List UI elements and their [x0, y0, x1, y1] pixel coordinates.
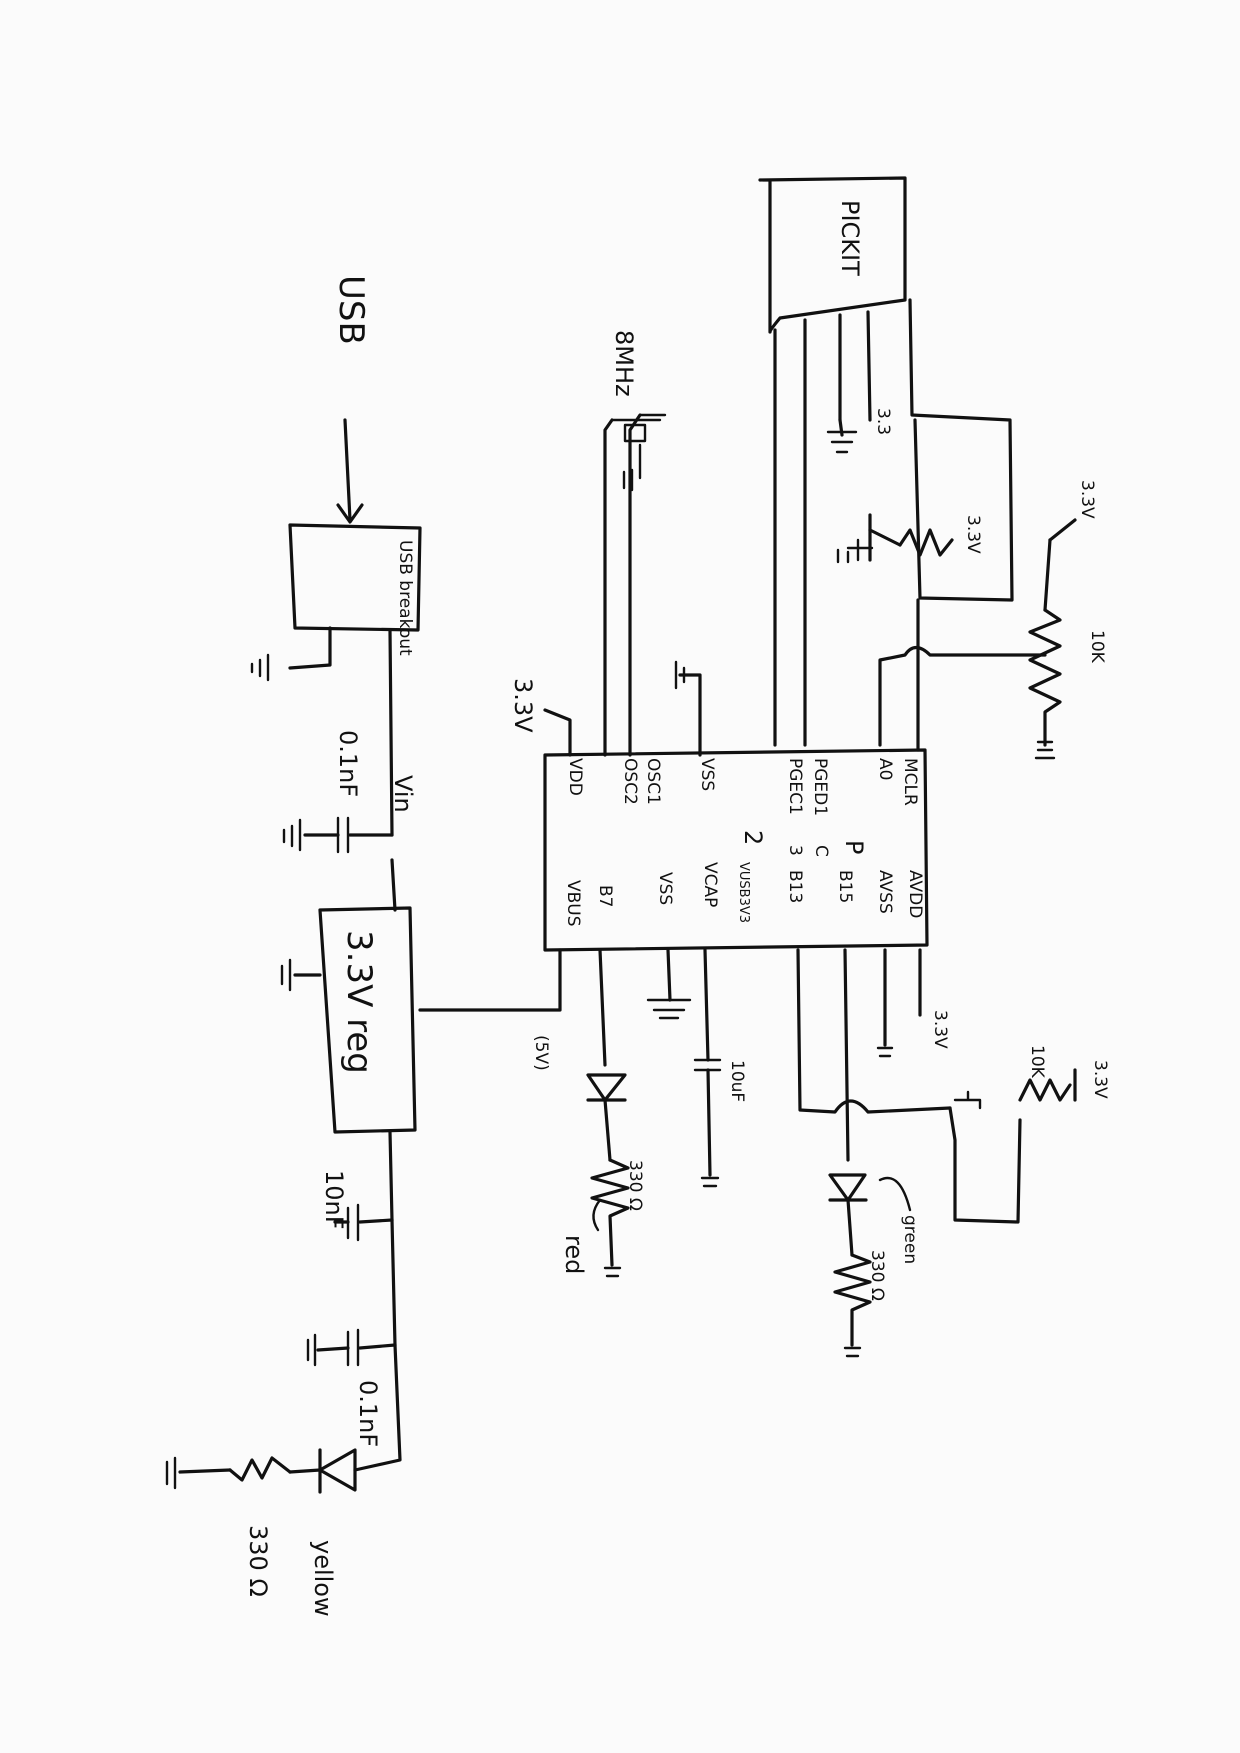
svg-text:3.3: 3.3 [873, 408, 893, 435]
svg-text:3.3V: 3.3V [1077, 480, 1097, 519]
usb-breakout-block: USB breakout [250, 523, 422, 837]
mclr-pullup: 3.3V [836, 513, 983, 564]
avdd-avss: 3.3V [876, 948, 950, 1058]
pin-vbus: VBUS [563, 880, 583, 927]
usb-connector: USB [331, 275, 371, 524]
svg-text:10uF: 10uF [727, 1060, 747, 1102]
svg-text:0.1nF: 0.1nF [354, 1380, 382, 1447]
vin-capacitor: Vin 0.1nF [282, 730, 417, 854]
svg-text:0.1nF: 0.1nF [334, 730, 362, 797]
svg-text:330 Ω: 330 Ω [867, 1250, 887, 1301]
pin-vss-2: VSS [655, 872, 675, 905]
yellow-label: yellow [309, 1540, 337, 1617]
mcu-chip: MCLR A0 PGED1 PGEC1 VSS OSC1 OSC2 VDD AV… [543, 748, 929, 952]
svg-text:3: 3 [785, 845, 805, 856]
svg-text:3.3V: 3.3V [963, 515, 983, 554]
pin-vusb3v3: VUSB3V3 [736, 862, 751, 923]
regulator-label: 3.3V reg [339, 930, 379, 1074]
pin-pgec1: PGEC1 [785, 758, 805, 815]
yellow-led-branch: yellow 330 Ω [165, 1448, 357, 1617]
svg-text:P: P [840, 840, 868, 854]
green-label: green [900, 1215, 920, 1264]
pin-vcap: VCAP [700, 862, 720, 907]
svg-text:C: C [811, 845, 831, 857]
vss-ground-top [674, 660, 702, 757]
vbus-line: (5V) [418, 948, 562, 1071]
svg-text:330 Ω: 330 Ω [625, 1160, 645, 1211]
pickit-label: PICKIT [836, 200, 864, 276]
pin-b15: B15 [835, 870, 855, 903]
svg-text:10nF: 10nF [320, 1170, 348, 1230]
crystal-8mhz: 8MHz [603, 330, 667, 757]
crystal-label: 8MHz [610, 330, 638, 397]
svg-text:330 Ω: 330 Ω [244, 1525, 272, 1597]
svg-text:Vin: Vin [389, 775, 417, 813]
svg-text:3.3V: 3.3V [1090, 1060, 1110, 1099]
pin-pged1: PGED1 [810, 758, 830, 816]
green-led-branch: green 330 Ω [828, 948, 920, 1358]
pin-mclr: MCLR [900, 758, 920, 806]
svg-text:2: 2 [739, 830, 767, 845]
svg-text:10K: 10K [1027, 1045, 1047, 1079]
pin-avdd: AVDD [905, 870, 925, 918]
pin-osc2: OSC2 [620, 758, 640, 805]
b13-button: 10K 3.3V [796, 948, 1110, 1224]
pin-b13: B13 [785, 870, 805, 903]
output-cap-01nf: 0.1nF [306, 1328, 402, 1472]
output-cap-10nf: 10nF [320, 1170, 397, 1347]
vdd-supply: 3.3V [509, 678, 572, 757]
pin-a0: A0 [875, 758, 895, 780]
res-10k-mclr: 10K 3.3V [878, 480, 1107, 760]
usb-label: USB [331, 275, 371, 345]
usb-breakout-label: USB breakout [395, 540, 415, 656]
red-label: red [560, 1235, 588, 1274]
regulator-block: 3.3V reg [280, 858, 417, 1222]
vss-ground-bottom [646, 948, 692, 1020]
pin-vss-1: VSS [697, 758, 717, 791]
pin-vdd: VDD [565, 758, 585, 796]
pin-b7: B7 [595, 885, 615, 907]
svg-text:3.3V: 3.3V [930, 1010, 950, 1049]
red-led-branch: red 330 Ω [560, 948, 645, 1278]
pin-osc1: OSC1 [643, 758, 663, 805]
pickit-block: PICKIT 3.3 [758, 176, 1014, 752]
pin-avss: AVSS [875, 870, 895, 914]
svg-text:10K: 10K [1087, 630, 1107, 664]
svg-text:(5V): (5V) [531, 1035, 551, 1071]
svg-text:3.3V: 3.3V [509, 678, 537, 733]
vcap-capacitor: 10uF [693, 948, 747, 1188]
